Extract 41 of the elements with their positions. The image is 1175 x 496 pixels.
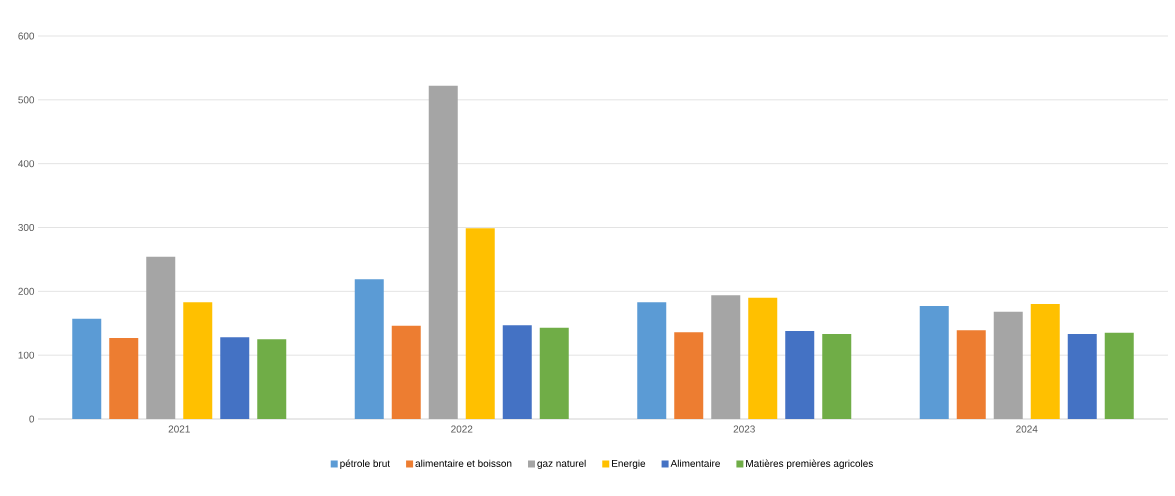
bar xyxy=(502,325,532,419)
bar xyxy=(391,325,421,419)
x-tick-label: 2021 xyxy=(168,425,190,433)
bar xyxy=(465,228,495,419)
x-tick-label: 2022 xyxy=(451,425,473,433)
bar xyxy=(674,332,704,419)
legend-label: Energie xyxy=(612,459,646,469)
bar xyxy=(711,295,741,419)
bar xyxy=(220,337,250,419)
legend-label: alimentaire et boisson xyxy=(415,459,512,467)
bar xyxy=(785,330,815,419)
legend-label: pétrole brut xyxy=(340,459,391,469)
bar xyxy=(748,297,778,419)
bar xyxy=(637,302,667,419)
bar xyxy=(257,339,287,419)
y-tick-label: 500 xyxy=(18,96,35,104)
bar xyxy=(539,327,569,419)
y-tick-label: 0 xyxy=(29,415,35,423)
bar xyxy=(1104,332,1134,419)
bar xyxy=(183,302,213,419)
bar xyxy=(1067,334,1097,419)
legend-label: gaz naturel xyxy=(537,459,586,469)
x-tick-label: 2024 xyxy=(1016,425,1038,433)
y-tick-label: 400 xyxy=(18,160,35,168)
y-tick-label: 200 xyxy=(18,287,35,295)
legend-label: Matières premières agricoles xyxy=(746,459,873,469)
y-tick-label: 100 xyxy=(18,351,35,359)
bar xyxy=(919,306,949,419)
bar xyxy=(956,330,986,419)
bar xyxy=(993,311,1023,419)
bar xyxy=(822,334,852,419)
x-tick-label: 2023 xyxy=(733,425,755,433)
bar xyxy=(146,256,176,419)
bar xyxy=(354,279,384,419)
y-tick-label: 600 xyxy=(18,32,35,40)
bar xyxy=(72,318,102,419)
y-tick-label: 300 xyxy=(18,223,35,232)
bar xyxy=(109,337,139,419)
legend-label: Alimentaire xyxy=(670,459,720,467)
bar xyxy=(428,85,458,419)
bar xyxy=(1030,304,1060,419)
